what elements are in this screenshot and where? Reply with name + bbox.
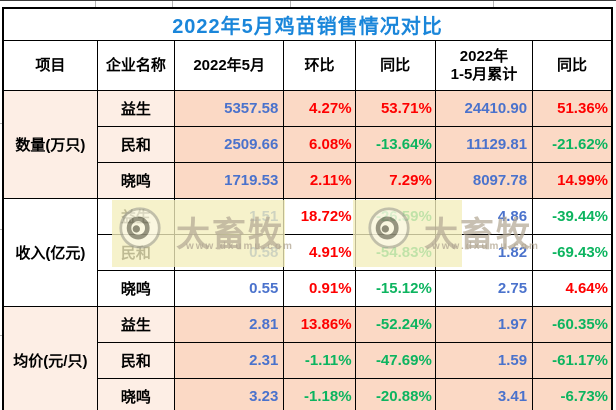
- pct-cell[interactable]: 14.99%: [532, 162, 613, 199]
- value-cell[interactable]: 1.82: [434, 234, 534, 271]
- pct-cell[interactable]: 4.27%: [283, 90, 356, 127]
- sales-comparison-table: 2022年5月鸡苗销售情况对比 项目 企业名称 2022年5月 环比 同比 20…: [2, 7, 613, 410]
- pct-cell[interactable]: -54.83%: [354, 234, 436, 271]
- value-cell[interactable]: 5357.58: [174, 90, 285, 127]
- value-cell[interactable]: 1719.53: [174, 162, 285, 199]
- pct-cell[interactable]: 4.64%: [532, 270, 613, 307]
- company-cell[interactable]: 益生: [96, 306, 176, 343]
- company-cell[interactable]: 益生: [96, 198, 176, 235]
- group-label-cell[interactable]: 均价(元/只): [2, 306, 98, 410]
- table-row: 2022年5月鸡苗销售情况对比: [2, 7, 613, 41]
- pct-cell[interactable]: -61.17%: [532, 342, 613, 379]
- pct-cell[interactable]: -1.11%: [283, 342, 356, 379]
- grid-tick: [0, 335, 2, 336]
- company-cell[interactable]: 民和: [96, 234, 176, 271]
- pct-cell[interactable]: -52.24%: [354, 306, 436, 343]
- company-cell[interactable]: 晓鸣: [96, 378, 176, 410]
- value-cell[interactable]: 24410.90: [434, 90, 534, 127]
- value-cell[interactable]: 3.23: [174, 378, 285, 410]
- column-header-item[interactable]: 项目: [2, 40, 98, 91]
- value-cell[interactable]: 4.86: [434, 198, 534, 235]
- grid-tick: [493, 1, 494, 7]
- column-header-company[interactable]: 企业名称: [96, 40, 176, 91]
- pct-cell[interactable]: -20.88%: [354, 378, 436, 410]
- value-cell[interactable]: 1.59: [434, 342, 534, 379]
- table-title[interactable]: 2022年5月鸡苗销售情况对比: [2, 7, 613, 41]
- table-header-row: 项目 企业名称 2022年5月 环比 同比 2022年 1-5月累计 同比: [2, 40, 613, 91]
- company-cell[interactable]: 晓鸣: [96, 162, 176, 199]
- company-cell[interactable]: 晓鸣: [96, 270, 176, 307]
- pct-cell[interactable]: -21.62%: [532, 126, 613, 163]
- company-cell[interactable]: 民和: [96, 342, 176, 379]
- value-cell[interactable]: 2.31: [174, 342, 285, 379]
- table-row: 民和 2.31 -1.11% -47.69% 1.59 -61.17%: [3, 342, 613, 379]
- pct-cell[interactable]: 4.91%: [283, 234, 356, 271]
- column-header-may2022[interactable]: 2022年5月: [174, 40, 285, 91]
- column-header-mom[interactable]: 环比: [283, 40, 356, 91]
- value-cell[interactable]: 8097.78: [434, 162, 534, 199]
- column-header-cum-yoy[interactable]: 同比: [532, 40, 613, 91]
- pct-cell[interactable]: 2.11%: [283, 162, 356, 199]
- pct-cell[interactable]: -69.43%: [532, 234, 613, 271]
- pct-cell[interactable]: -13.64%: [354, 126, 436, 163]
- grid-tick: [290, 1, 291, 7]
- pct-cell[interactable]: -60.35%: [532, 306, 613, 343]
- group-label-cell[interactable]: 收入(亿元): [2, 198, 98, 307]
- value-cell[interactable]: 1.97: [434, 306, 534, 343]
- value-cell[interactable]: 11129.81: [434, 126, 534, 163]
- value-cell[interactable]: 3.41: [434, 378, 534, 410]
- pct-cell[interactable]: 18.72%: [283, 198, 356, 235]
- column-header-yoy[interactable]: 同比: [354, 40, 436, 91]
- pct-cell[interactable]: 13.86%: [283, 306, 356, 343]
- table-row: 民和 2509.66 6.08% -13.64% 11129.81 -21.62…: [3, 126, 613, 163]
- pct-cell[interactable]: -47.69%: [354, 342, 436, 379]
- spreadsheet-edge: [0, 0, 616, 8]
- table-row: 收入(亿元) 益生 1.51 18.72% -26.59% 4.86 -39.4…: [2, 198, 613, 307]
- pct-cell[interactable]: 51.36%: [532, 90, 613, 127]
- table-row: 均价(元/只) 益生 2.81 13.86% -52.24% 1.97 -60.…: [2, 306, 613, 410]
- pct-cell[interactable]: -39.44%: [532, 198, 613, 235]
- company-cell[interactable]: 民和: [96, 126, 176, 163]
- group-label-cell[interactable]: 数量(万只): [2, 90, 98, 199]
- grid-tick: [0, 123, 2, 124]
- grid-tick: [0, 229, 2, 230]
- pct-cell[interactable]: 6.08%: [283, 126, 356, 163]
- pct-cell[interactable]: -15.12%: [354, 270, 436, 307]
- pct-cell[interactable]: -1.18%: [283, 378, 356, 410]
- column-header-cumulative[interactable]: 2022年 1-5月累计: [434, 40, 534, 91]
- pct-cell[interactable]: -26.59%: [354, 198, 436, 235]
- grid-tick: [172, 1, 173, 7]
- table-row: 晓鸣 3.23 -1.18% -20.88% 3.41 -6.73%: [3, 378, 613, 410]
- company-cell[interactable]: 益生: [96, 90, 176, 127]
- value-cell[interactable]: 2.75: [434, 270, 534, 307]
- pct-cell[interactable]: -6.73%: [532, 378, 613, 410]
- grid-tick: [95, 1, 96, 7]
- pct-cell[interactable]: 7.29%: [354, 162, 436, 199]
- value-cell[interactable]: 2.81: [174, 306, 285, 343]
- table-row: 晓鸣 1719.53 2.11% 7.29% 8097.78 14.99%: [3, 162, 613, 199]
- pct-cell[interactable]: 53.71%: [354, 90, 436, 127]
- value-cell[interactable]: 0.58: [174, 234, 285, 271]
- table-row: 数量(万只) 益生 5357.58 4.27% 53.71% 24410.90 …: [2, 90, 613, 199]
- pct-cell[interactable]: 0.91%: [283, 270, 356, 307]
- value-cell[interactable]: 2509.66: [174, 126, 285, 163]
- value-cell[interactable]: 1.51: [174, 198, 285, 235]
- value-cell[interactable]: 0.55: [174, 270, 285, 307]
